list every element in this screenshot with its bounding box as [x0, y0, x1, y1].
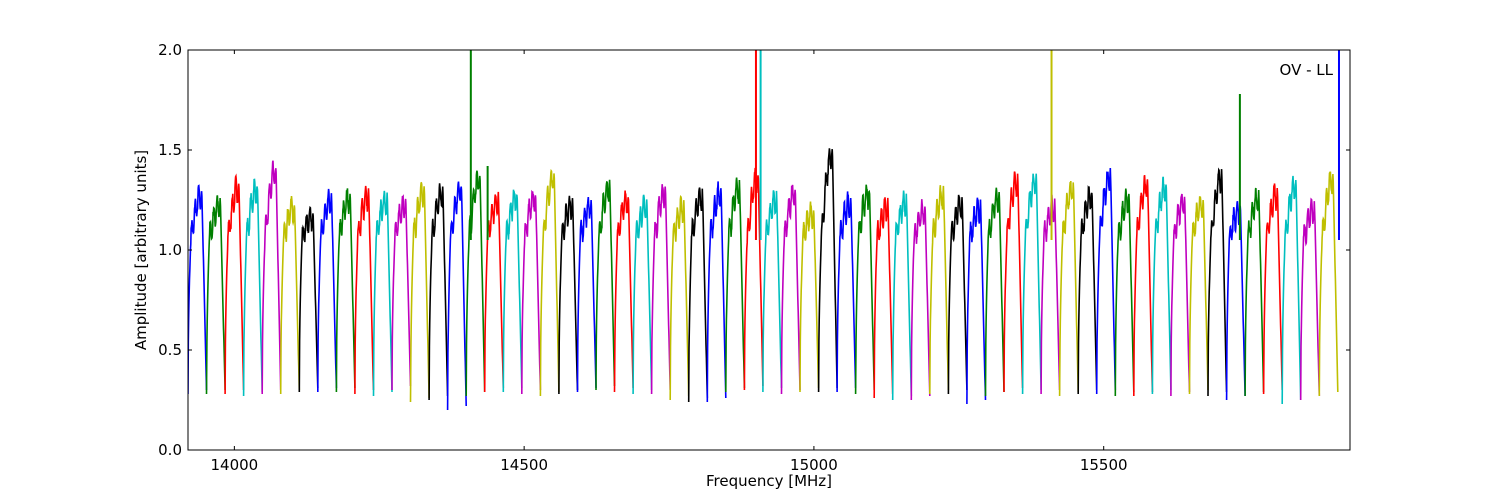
band-series-50	[1095, 167, 1117, 395]
y-tick-label: 0.0	[158, 441, 182, 459]
band-series-25	[632, 194, 653, 395]
band-series-49	[1077, 185, 1098, 395]
band-series-2	[205, 195, 226, 395]
band-series-22	[576, 197, 597, 393]
band-series-52	[1133, 175, 1154, 397]
x-tick-label: 14500	[500, 456, 548, 474]
band-series-6	[279, 196, 301, 395]
band-series-39	[891, 190, 913, 401]
band-series-10	[354, 185, 375, 395]
band-series-40	[910, 199, 931, 401]
band-series-61	[1299, 197, 1321, 401]
band-series-28	[687, 187, 709, 403]
band-series-59	[1262, 183, 1283, 395]
band-series-46	[1021, 173, 1042, 395]
band-series-20	[539, 168, 560, 397]
band-series-21	[558, 195, 579, 395]
band-series-7	[298, 205, 319, 393]
y-tick-label: 2.0	[158, 41, 182, 59]
band-series-33	[780, 184, 801, 395]
band-series-27	[669, 194, 690, 401]
band-series-29	[706, 181, 727, 403]
annotation-label: OV - LL	[1280, 61, 1334, 79]
band-series-43	[966, 197, 987, 405]
band-series-15	[446, 181, 467, 411]
band-series-5	[261, 160, 282, 395]
y-axis-label: Amplitude [arbitrary units]	[132, 150, 150, 350]
band-series-44	[984, 187, 1005, 397]
band-series-3	[224, 173, 245, 395]
band-series-30	[725, 177, 746, 393]
band-series-47	[1040, 194, 1061, 395]
band-series-31	[743, 167, 764, 391]
y-tick-label: 1.0	[158, 241, 182, 259]
band-series-56	[1207, 167, 1228, 397]
band-series-19	[521, 189, 542, 395]
band-series-35	[817, 148, 838, 393]
band-series-37	[854, 184, 875, 395]
band-series-23	[595, 179, 616, 391]
band-series-45	[1003, 171, 1024, 393]
band-series-26	[650, 184, 671, 395]
band-series-34	[799, 201, 820, 393]
plot-frame	[187, 49, 1351, 451]
band-series-51	[1114, 188, 1135, 397]
band-series-57	[1225, 201, 1246, 401]
y-tick-label: 1.5	[158, 141, 182, 159]
band-series-12	[391, 194, 412, 391]
band-series-16	[465, 170, 486, 397]
band-series-32	[762, 190, 783, 393]
band-series-38	[873, 197, 894, 399]
x-axis-label: Frequency [MHz]	[706, 472, 832, 490]
band-series-54	[1170, 193, 1191, 397]
band-series-4	[242, 178, 263, 397]
band-series-53	[1151, 176, 1172, 395]
band-series-48	[1058, 180, 1079, 397]
x-tick-label: 15500	[1080, 456, 1128, 474]
band-series-58	[1244, 187, 1265, 397]
band-series-11	[372, 190, 393, 397]
band-series-42	[947, 194, 968, 395]
x-tick-label: 14000	[211, 456, 259, 474]
band-series-24	[613, 190, 634, 393]
band-series-9	[335, 188, 356, 393]
tick-layer: 14000 14500 15000 15500 0.0 0.5 1.0 1.5 2.0	[158, 41, 1350, 474]
x-tick-label: 15000	[790, 456, 838, 474]
band-series-1	[188, 184, 208, 395]
band-series-62	[1318, 171, 1339, 397]
band-series-18	[502, 189, 523, 393]
band-series-13	[409, 181, 430, 403]
band-series-36	[836, 191, 857, 393]
band-series-8	[317, 188, 338, 393]
band-series-60	[1281, 175, 1302, 405]
series-layer	[188, 50, 1340, 411]
band-series-14	[428, 183, 449, 401]
band-series-41	[929, 185, 950, 395]
y-tick-label: 0.5	[158, 341, 182, 359]
band-series-55	[1188, 196, 1209, 395]
